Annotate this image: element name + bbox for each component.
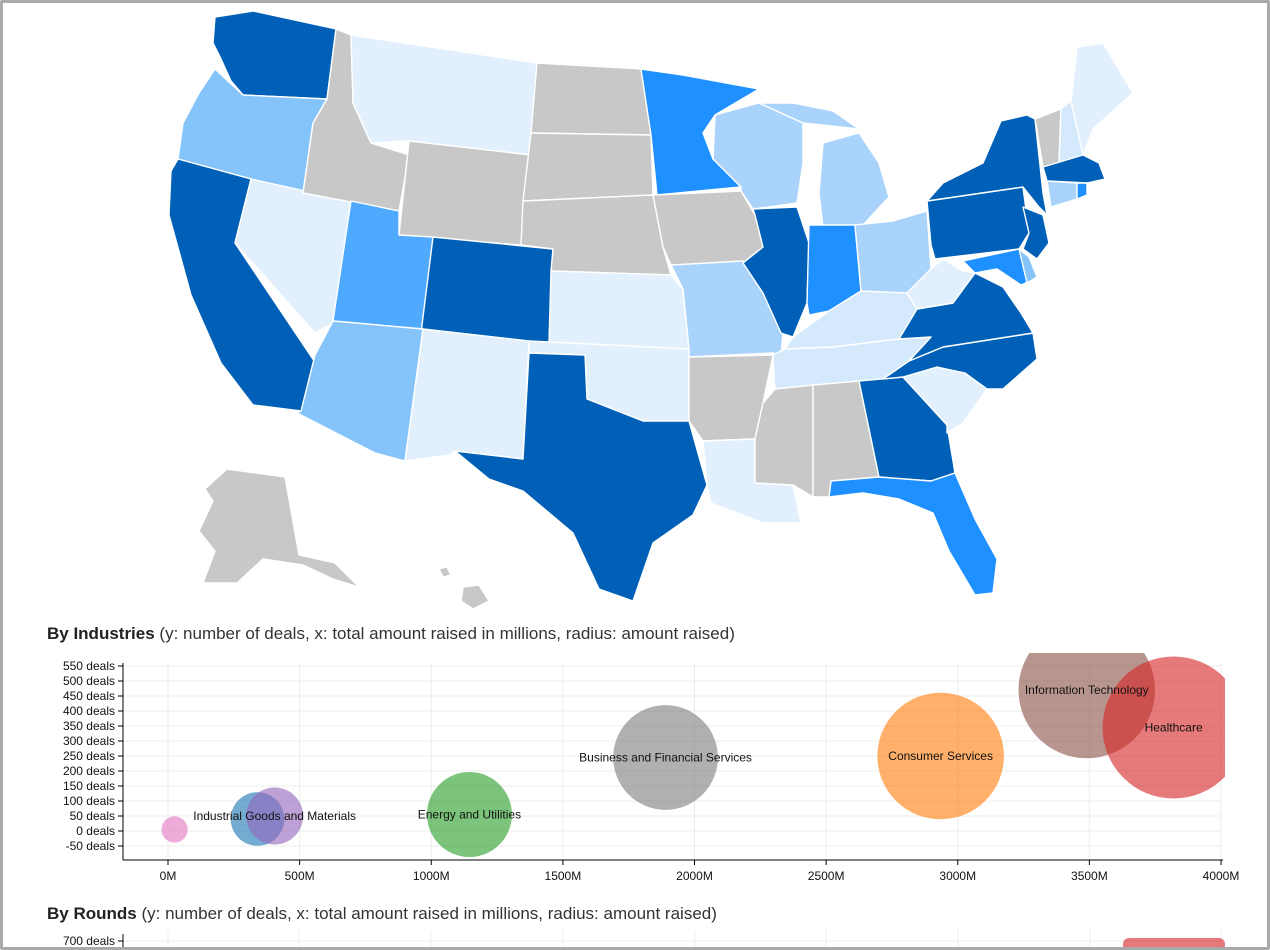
y-tick-label-7: 200 deals xyxy=(63,764,115,778)
x-tick-label-5: 2500M xyxy=(808,869,845,883)
bubble-label-7: Healthcare xyxy=(1145,721,1203,735)
bubble-5 xyxy=(877,692,1004,820)
y-tick-label-2: 450 deals xyxy=(63,689,115,703)
state-HI[interactable] xyxy=(460,584,490,609)
industries-title-bold: By Industries xyxy=(47,624,155,643)
rounds-y-tick-label-0: 700 deals xyxy=(63,934,115,948)
state-DE[interactable] xyxy=(1018,248,1038,284)
industries-title: By Industries (y: number of deals, x: to… xyxy=(47,624,735,644)
x-tick-label-6: 3000M xyxy=(939,869,976,883)
state-WY[interactable] xyxy=(398,140,532,246)
state-NY[interactable] xyxy=(926,114,1048,216)
state-MI[interactable] xyxy=(818,132,890,228)
x-tick-label-8: 4000M xyxy=(1203,869,1240,883)
state-NM[interactable] xyxy=(404,328,530,462)
y-tick-label-4: 350 deals xyxy=(63,719,115,733)
y-tick-label-8: 150 deals xyxy=(63,779,115,793)
y-tick-label-0: 550 deals xyxy=(63,659,115,673)
y-tick-label-9: 100 deals xyxy=(63,794,115,808)
state-RI[interactable] xyxy=(1076,182,1088,200)
state-IL[interactable] xyxy=(742,206,810,338)
y-tick-label-3: 400 deals xyxy=(63,704,115,718)
y-tick-label-1: 500 deals xyxy=(63,674,115,688)
state-MT[interactable] xyxy=(350,34,538,156)
industries-bubble-chart: Industrial Goods and Materials Energy and… xyxy=(63,653,1240,883)
us-choropleth-map xyxy=(143,9,1143,609)
x-tick-label-3: 1500M xyxy=(545,869,582,883)
y-tick-label-5: 300 deals xyxy=(63,734,115,748)
x-tick-label-1: 500M xyxy=(285,869,315,883)
y-tick-label-6: 250 deals xyxy=(63,749,115,763)
state-ND[interactable] xyxy=(530,62,652,136)
bubble-7 xyxy=(1102,656,1225,799)
x-tick-label-4: 2000M xyxy=(676,869,713,883)
y-tick-label-11: 0 deals xyxy=(76,824,115,838)
state-AK[interactable] xyxy=(198,468,360,588)
state-ME[interactable] xyxy=(1070,42,1134,156)
industries-title-rest: (y: number of deals, x: total amount rai… xyxy=(154,624,735,643)
bubble-3 xyxy=(426,771,512,858)
state-TX[interactable] xyxy=(454,352,708,602)
state-MS[interactable] xyxy=(754,384,814,498)
bubble-0 xyxy=(161,816,188,843)
state-WV[interactable] xyxy=(906,258,976,310)
bubble-label-3: Energy and Utilities xyxy=(418,808,521,822)
x-axis: 0M 500M 1000M 1500M 2000M 2500M 3000M 3500M 4000… xyxy=(123,859,1240,883)
x-tick-label-7: 3500M xyxy=(1071,869,1108,883)
rounds-bubble-chart: 700 deals xyxy=(63,930,1225,948)
state-IA[interactable] xyxy=(652,190,764,266)
bubble-label-2: Industrial Goods and Materials xyxy=(193,809,356,823)
x-tick-label-0: 0M xyxy=(160,869,177,883)
bubbles: Industrial Goods and Materials Energy and… xyxy=(161,653,1225,858)
rounds-title-rest: (y: number of deals, x: total amount rai… xyxy=(136,904,717,923)
state-CT[interactable] xyxy=(1046,180,1078,208)
rounds-bubble-partial xyxy=(1123,938,1225,947)
state-MI-upper[interactable] xyxy=(758,102,860,130)
state-AZ[interactable] xyxy=(296,320,424,462)
bubble-4 xyxy=(613,705,718,810)
state-MN[interactable] xyxy=(640,68,760,196)
state-CO[interactable] xyxy=(420,236,554,344)
state-FL[interactable] xyxy=(828,472,998,596)
bubble-label-5: Consumer Services xyxy=(888,749,993,763)
state-SD[interactable] xyxy=(522,132,654,202)
rounds-title-bold: By Rounds xyxy=(47,904,137,923)
state-NJ[interactable] xyxy=(1022,206,1050,260)
x-tick-label-2: 1000M xyxy=(413,869,450,883)
bubble-label-6: Information Technology xyxy=(1025,683,1149,697)
rounds-title: By Rounds (y: number of deals, x: total … xyxy=(47,904,717,924)
bubble-2 xyxy=(246,787,304,845)
state-KS[interactable] xyxy=(548,270,690,350)
bubble-label-4: Business and Financial Services xyxy=(579,751,752,765)
y-tick-label-12: -50 deals xyxy=(66,839,115,853)
y-tick-label-10: 50 deals xyxy=(70,809,115,823)
state-HI-2[interactable] xyxy=(438,566,452,578)
